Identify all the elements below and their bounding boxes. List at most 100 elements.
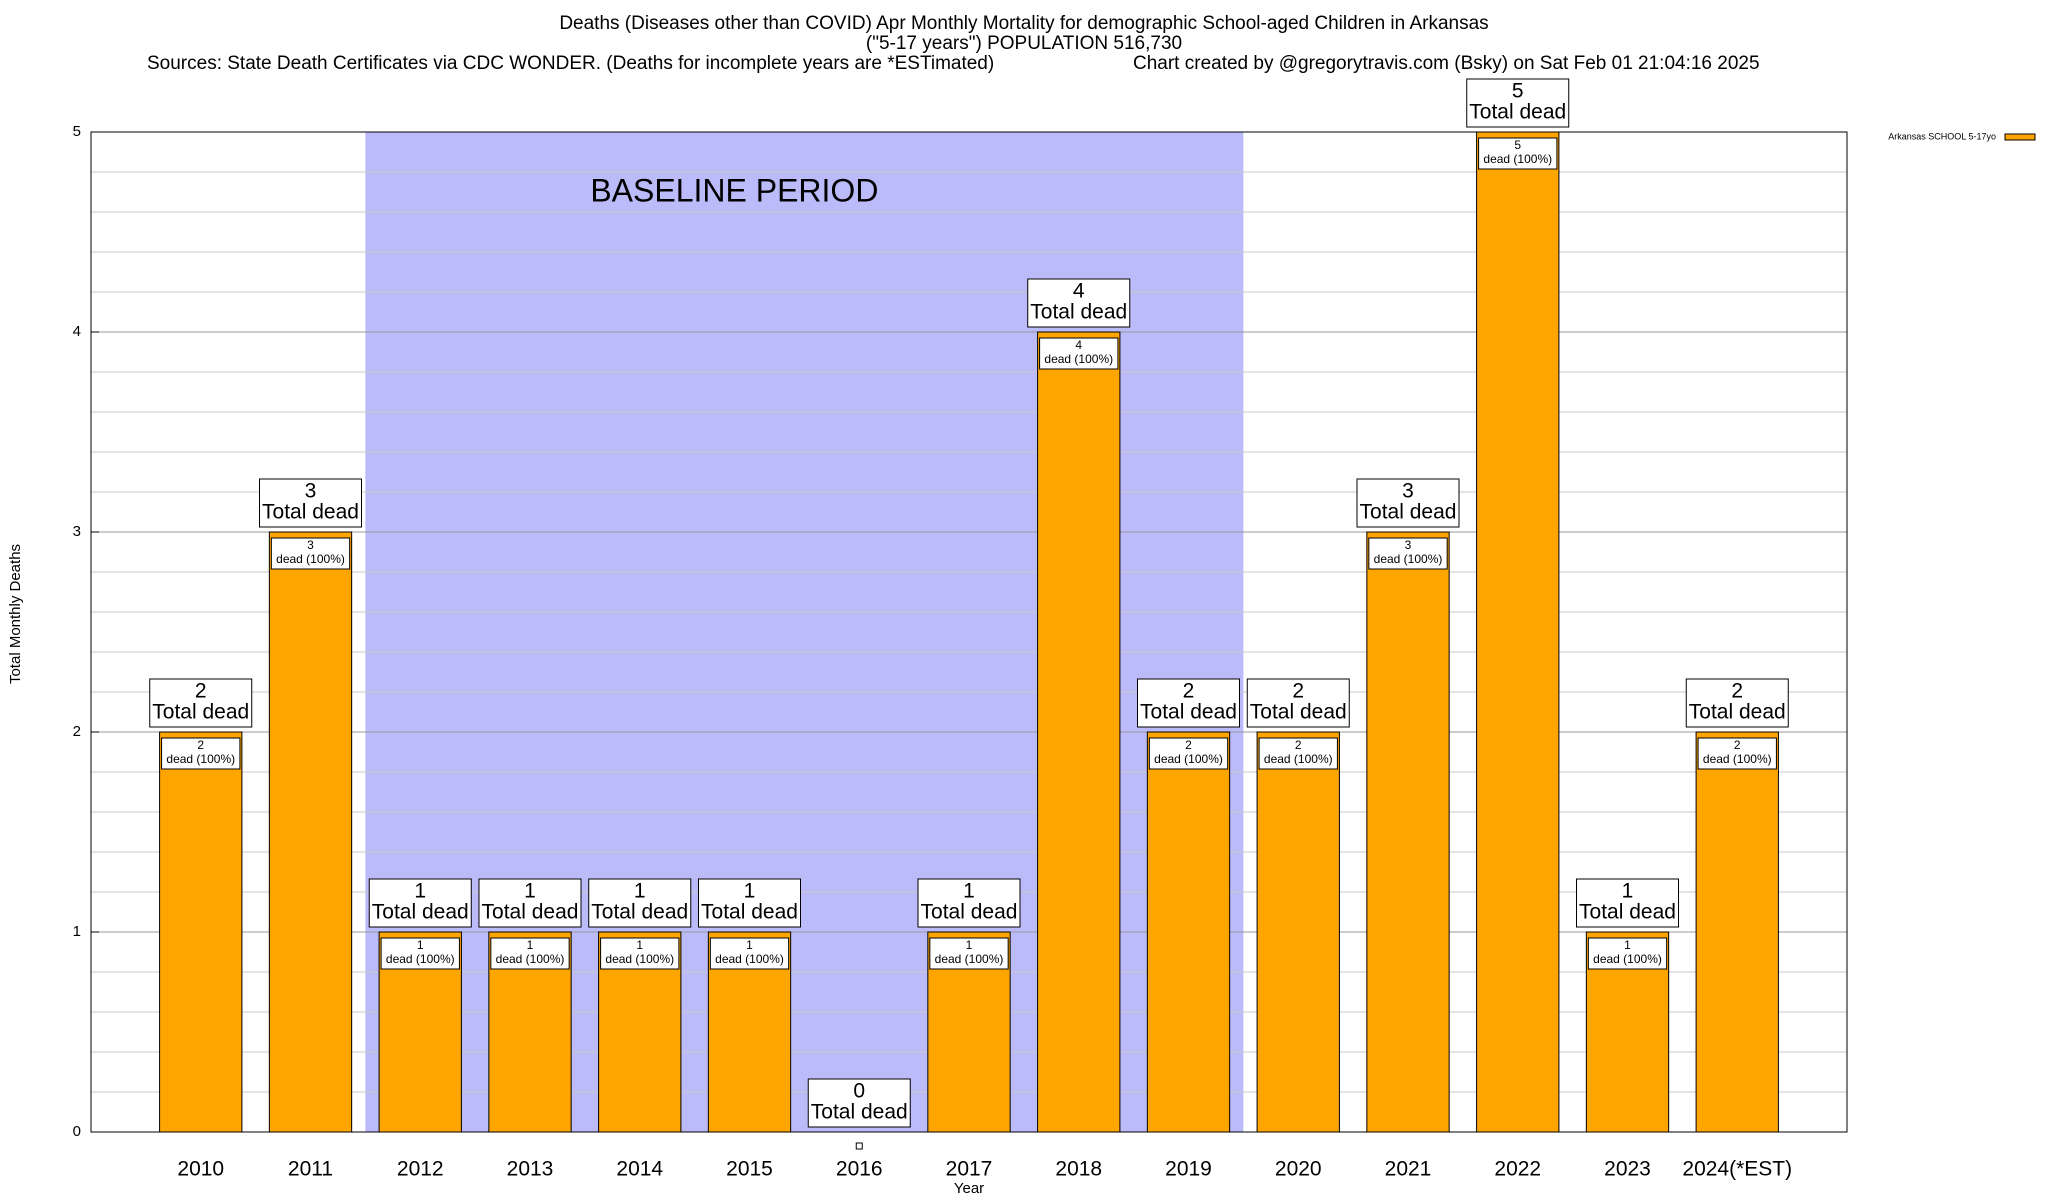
x-tick-label: 2017	[946, 1158, 993, 1181]
y-tick-label: 4	[73, 323, 81, 340]
baseline-label: BASELINE PERIOD	[590, 172, 878, 208]
total-value-label: 0	[853, 1080, 865, 1103]
total-value-label: 2	[1292, 680, 1304, 703]
total-dead-label: Total dead	[921, 901, 1018, 924]
total-value-label: 3	[1402, 480, 1414, 503]
total-label-box	[588, 878, 692, 928]
inner-label-box	[709, 937, 790, 970]
inner-label-box	[1148, 737, 1229, 770]
inner-share-label: dead (100%)	[1483, 152, 1552, 166]
total-label-box	[917, 878, 1021, 928]
inner-value-label: 1	[527, 938, 534, 952]
inner-label-box	[490, 937, 570, 970]
sources: Sources: State Death Certificates via CD…	[147, 53, 994, 74]
inner-label-box	[1697, 737, 1777, 770]
inner-label-box	[380, 937, 460, 970]
inner-share-label: dead (100%)	[715, 952, 784, 966]
total-label-box	[149, 678, 253, 728]
total-dead-label: Total dead	[1469, 101, 1566, 124]
zero-marker	[855, 1142, 863, 1150]
y-tick-label: 3	[73, 523, 81, 540]
total-label-box	[1685, 678, 1789, 728]
x-tick-label: 2011	[288, 1158, 333, 1181]
total-value-label: 2	[1731, 680, 1743, 703]
y-tick-label: 0	[73, 1123, 81, 1140]
total-value-label: 1	[524, 880, 536, 903]
inner-share-label: dead (100%)	[276, 552, 345, 566]
total-dead-label: Total dead	[1030, 301, 1127, 324]
total-label-box	[1576, 878, 1679, 928]
total-dead-label: Total dead	[701, 901, 798, 924]
inner-share-label: dead (100%)	[1703, 752, 1772, 766]
inner-value-label: 3	[1405, 538, 1412, 552]
x-tick-label: 2010	[177, 1158, 224, 1181]
inner-label-box	[161, 737, 241, 770]
bar	[1037, 331, 1121, 1133]
total-value-label: 2	[195, 680, 207, 703]
x-tick-label: 2012	[397, 1158, 444, 1181]
bar	[1476, 131, 1560, 1133]
inner-value-label: 1	[636, 938, 643, 952]
total-value-label: 1	[414, 880, 426, 903]
total-dead-label: Total dead	[591, 901, 688, 924]
x-tick-label: 2023	[1604, 1158, 1651, 1181]
total-dead-label: Total dead	[482, 901, 579, 924]
total-label-box	[368, 878, 472, 928]
y-tick-label: 2	[73, 723, 81, 740]
y-tick-label: 1	[73, 923, 81, 940]
x-axis-label: Year	[954, 1180, 984, 1197]
total-value-label: 1	[634, 880, 646, 903]
chart-title: Deaths (Diseases other than COVID) Apr M…	[559, 13, 1488, 34]
y-axis-label: Total Monthly Deaths	[7, 544, 24, 684]
total-label-box	[259, 478, 362, 528]
total-dead-label: Total dead	[1579, 901, 1676, 924]
inner-share-label: dead (100%)	[1044, 352, 1113, 366]
inner-share-label: dead (100%)	[386, 952, 455, 966]
inner-value-label: 1	[417, 938, 424, 952]
x-tick-label: 2013	[507, 1158, 554, 1181]
x-tick-label: 2015	[726, 1158, 773, 1181]
x-tick-label: 2014	[616, 1158, 663, 1181]
inner-value-label: 5	[1514, 138, 1521, 152]
inner-share-label: dead (100%)	[496, 952, 565, 966]
legend-label: Arkansas SCHOOL 5-17yo	[1888, 131, 1996, 141]
total-dead-label: Total dead	[1140, 701, 1237, 724]
total-label-box	[1466, 78, 1570, 128]
total-value-label: 1	[1622, 880, 1634, 903]
inner-value-label: 4	[1075, 338, 1082, 352]
inner-share-label: dead (100%)	[1154, 752, 1223, 766]
inner-label-box	[1478, 137, 1558, 170]
total-value-label: 5	[1512, 80, 1524, 103]
inner-share-label: dead (100%)	[935, 952, 1004, 966]
total-label-box	[1356, 478, 1460, 528]
inner-value-label: 1	[1624, 938, 1631, 952]
total-label-box	[1137, 678, 1240, 728]
x-tick-label: 2020	[1275, 1158, 1322, 1181]
y-tick-label: 5	[73, 123, 81, 140]
x-tick-label: 2021	[1385, 1158, 1432, 1181]
bar	[1146, 731, 1231, 1133]
inner-label-box	[270, 537, 351, 570]
inner-label-box	[1039, 337, 1119, 370]
total-value-label: 2	[1183, 680, 1195, 703]
total-value-label: 1	[744, 880, 756, 903]
total-value-label: 1	[963, 880, 975, 903]
inner-share-label: dead (100%)	[1264, 752, 1333, 766]
inner-label-box	[929, 937, 1009, 970]
total-dead-label: Total dead	[262, 501, 359, 524]
inner-label-box	[1587, 937, 1668, 970]
inner-label-box	[1368, 537, 1448, 570]
x-tick-label: 2024(*EST)	[1682, 1158, 1792, 1181]
inner-value-label: 1	[966, 938, 973, 952]
inner-share-label: dead (100%)	[1374, 552, 1443, 566]
inner-value-label: 2	[1185, 738, 1192, 752]
inner-value-label: 2	[197, 738, 204, 752]
total-value-label: 3	[305, 480, 317, 503]
inner-value-label: 2	[1295, 738, 1302, 752]
total-dead-label: Total dead	[1250, 701, 1347, 724]
total-label-box	[478, 878, 582, 928]
inner-share-label: dead (100%)	[605, 952, 674, 966]
bar	[1366, 531, 1450, 1133]
inner-label-box	[600, 937, 680, 970]
legend-swatch	[2004, 133, 2036, 141]
